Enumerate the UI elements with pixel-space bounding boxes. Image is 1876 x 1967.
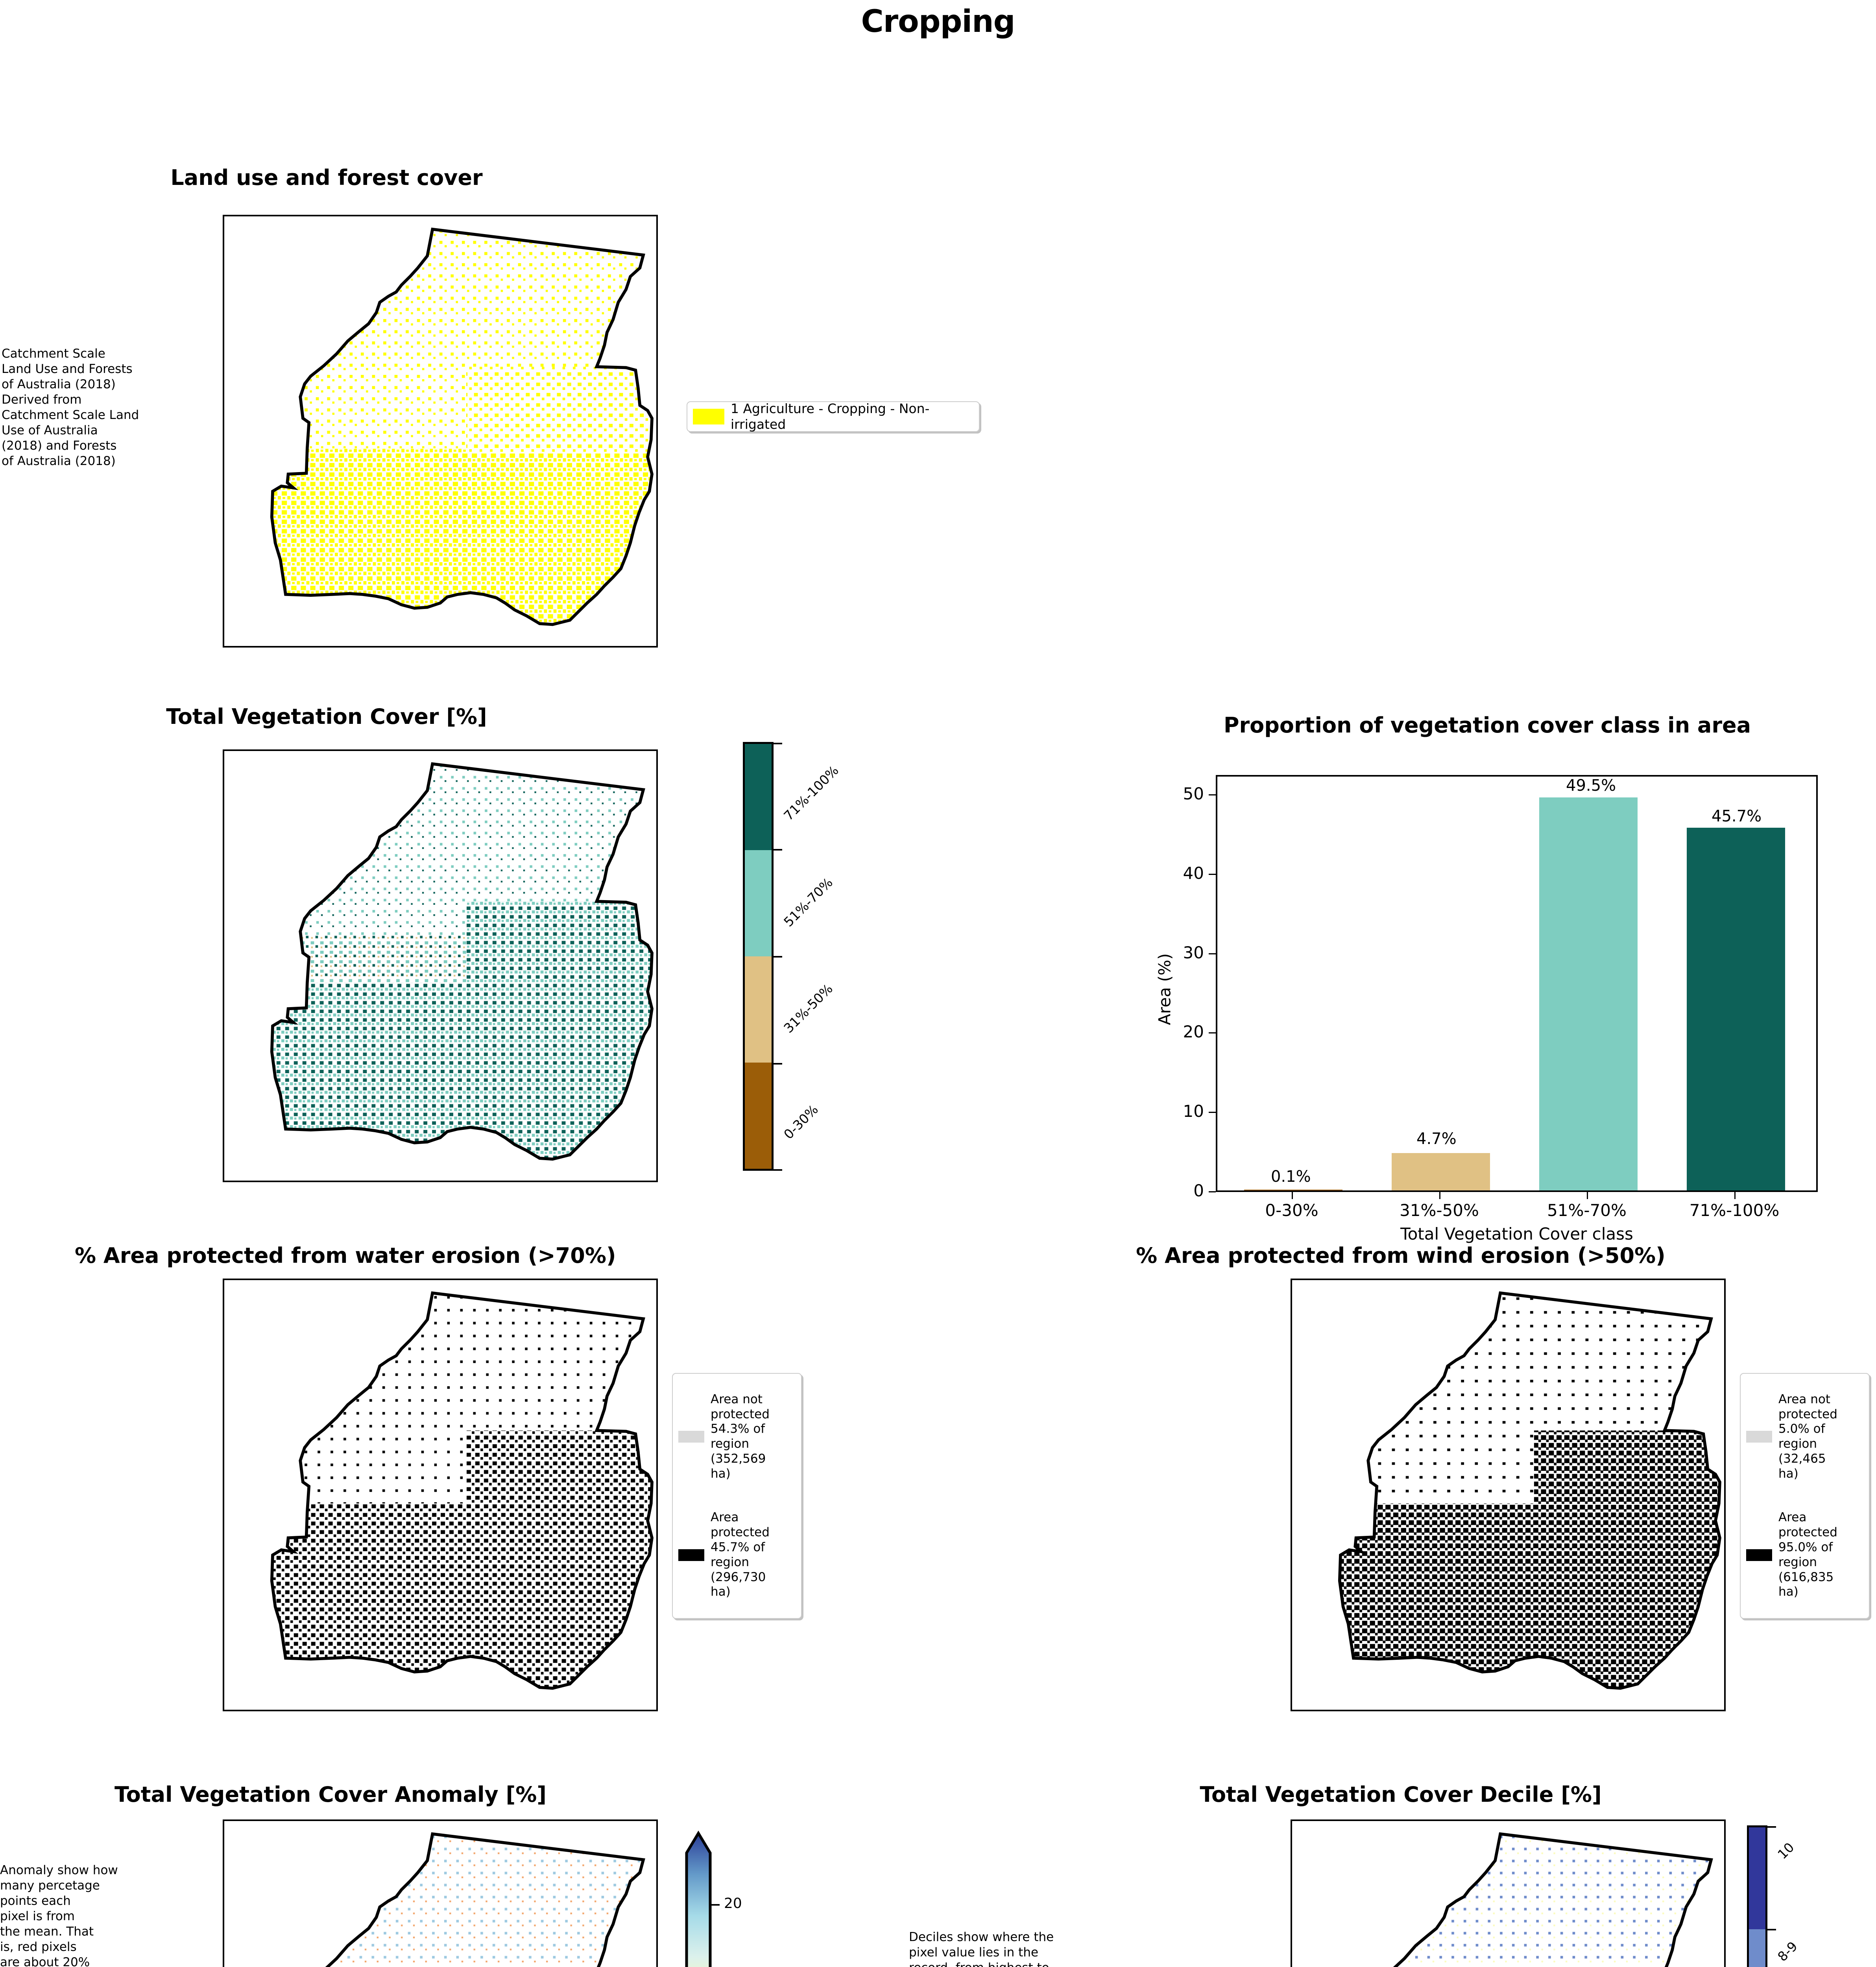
- panel-title-land-use: Land use and forest cover: [170, 165, 483, 190]
- map-veg-cover-graphic: [270, 762, 654, 1161]
- legend-label-not-protected: Area not protected 54.3% of region (352,…: [711, 1392, 770, 1481]
- y-tick-label-0: 0: [1193, 1181, 1204, 1200]
- anomaly-explanation-note: Anomaly show how many percetage points e…: [0, 1863, 118, 1967]
- y-tick-label-20: 20: [1183, 1022, 1204, 1041]
- map-wind-erosion-graphic: [1338, 1291, 1721, 1690]
- map-decile-graphic: [1339, 1832, 1720, 1967]
- bar-chart[interactable]: Proportion of vegetation cover class in …: [1133, 704, 1841, 1244]
- bar-chart-plot-area: [1216, 775, 1818, 1192]
- cbar-label-decile-10: 10: [1774, 1840, 1797, 1862]
- x-tick-label-0-30: 0-30%: [1265, 1201, 1318, 1220]
- colorbar-veg-cover[interactable]: [743, 742, 774, 1171]
- cbar-seg-51-70: [745, 850, 772, 956]
- cbar-label-51-70: 51%-70%: [781, 875, 836, 930]
- panel-title-anomaly: Total Vegetation Cover Anomaly [%]: [114, 1782, 547, 1807]
- anomaly-tick-20: 20: [724, 1895, 742, 1912]
- cbar-seg-decile-10: [1749, 1827, 1765, 1930]
- legend-row-not-protected: Area not protected 54.3% of region (352,…: [678, 1392, 796, 1482]
- panel-title-decile: Total Vegetation Cover Decile [%]: [1200, 1782, 1602, 1807]
- legend-label-not-protected-wind: Area not protected 5.0% of region (32,46…: [1778, 1392, 1837, 1481]
- cbar-seg-71-100: [745, 744, 772, 850]
- legend-label-protected: Area protected 45.7% of region (296,730 …: [711, 1510, 770, 1599]
- legend-label-cropping: 1 Agriculture - Cropping - Non-irrigated: [731, 400, 930, 432]
- legend-wind-erosion[interactable]: Area not protected 5.0% of region (32,46…: [1740, 1373, 1870, 1619]
- map-wind-erosion[interactable]: [1291, 1279, 1726, 1711]
- panel-title-water-erosion: % Area protected from water erosion (>70…: [75, 1243, 616, 1268]
- x-tick-label-51-70: 51%-70%: [1547, 1201, 1627, 1220]
- legend-row-protected-wind: Area protected 95.0% of region (616,835 …: [1746, 1510, 1863, 1600]
- legend-row-not-protected-wind: Area not protected 5.0% of region (32,46…: [1746, 1392, 1863, 1482]
- cbar-label-31-50: 31%-50%: [781, 981, 836, 1036]
- bar-value-label-0-30: 0.1%: [1271, 1168, 1311, 1186]
- cbar-seg-31-50: [745, 956, 772, 1063]
- bar-71-100[interactable]: [1687, 828, 1785, 1190]
- map-veg-cover[interactable]: [223, 749, 658, 1182]
- map-water-erosion-graphic: [270, 1291, 654, 1690]
- y-axis-label: Area (%): [1155, 953, 1174, 1025]
- bar-31-50[interactable]: [1392, 1153, 1490, 1190]
- bar-value-label-71-100: 45.7%: [1712, 807, 1762, 825]
- x-axis-label: Total Vegetation Cover class: [1400, 1224, 1633, 1244]
- map-water-erosion[interactable]: [223, 1279, 658, 1711]
- map-land-use[interactable]: [223, 215, 658, 648]
- colorbar-decile[interactable]: [1747, 1825, 1767, 1967]
- map-anomaly-graphic: [271, 1832, 652, 1967]
- map-anomaly[interactable]: [223, 1819, 658, 1967]
- colorbar-anomaly[interactable]: 20 10 0 −10 −20: [669, 1825, 748, 1967]
- legend-water-erosion[interactable]: Area not protected 54.3% of region (352,…: [672, 1373, 802, 1619]
- bar-51-70[interactable]: [1539, 797, 1638, 1190]
- legend-swatch-not-protected-wind: [1746, 1431, 1772, 1443]
- cbar-label-decile-8-9: 8-9: [1774, 1938, 1800, 1965]
- bar-value-label-51-70: 49.5%: [1566, 777, 1616, 795]
- bar-value-label-31-50: 4.7%: [1416, 1130, 1457, 1148]
- cbar-seg-0-30: [745, 1063, 772, 1169]
- land-use-source-note: Catchment Scale Land Use and Forests of …: [2, 347, 139, 469]
- cbar-label-0-30: 0-30%: [781, 1102, 821, 1142]
- y-tick-label-10: 10: [1183, 1102, 1204, 1121]
- x-tick-label-71-100: 71%-100%: [1689, 1201, 1780, 1220]
- legend-swatch-not-protected: [678, 1431, 704, 1443]
- panel-title-veg-cover: Total Vegetation Cover [%]: [166, 704, 487, 729]
- legend-label-protected-wind: Area protected 95.0% of region (616,835 …: [1778, 1510, 1837, 1599]
- legend-land-use[interactable]: 1 Agriculture - Cropping - Non-irrigated: [687, 401, 980, 432]
- y-tick-label-40: 40: [1183, 864, 1204, 883]
- legend-row-protected: Area protected 45.7% of region (296,730 …: [678, 1510, 796, 1600]
- decile-explanation-note: Deciles show where the pixel value lies …: [909, 1930, 1054, 1967]
- panel-title-wind-erosion: % Area protected from wind erosion (>50%…: [1136, 1243, 1666, 1268]
- legend-swatch-protected: [678, 1549, 704, 1561]
- map-decile[interactable]: [1291, 1819, 1726, 1967]
- map-land-use-graphic: [270, 227, 654, 626]
- y-tick-label-50: 50: [1183, 784, 1204, 803]
- x-tick-label-31-50: 31%-50%: [1400, 1201, 1479, 1220]
- colorbar-anomaly-graphic: [685, 1830, 712, 1967]
- bar-chart-title: Proportion of vegetation cover class in …: [1223, 713, 1751, 738]
- y-tick-label-30: 30: [1183, 943, 1204, 962]
- cbar-seg-decile-8-9: [1749, 1929, 1765, 1967]
- cbar-label-71-100: 71%-100%: [781, 762, 842, 824]
- legend-swatch-cropping: [693, 409, 724, 424]
- legend-swatch-protected-wind: [1746, 1549, 1772, 1561]
- page-title: Cropping: [861, 4, 1015, 39]
